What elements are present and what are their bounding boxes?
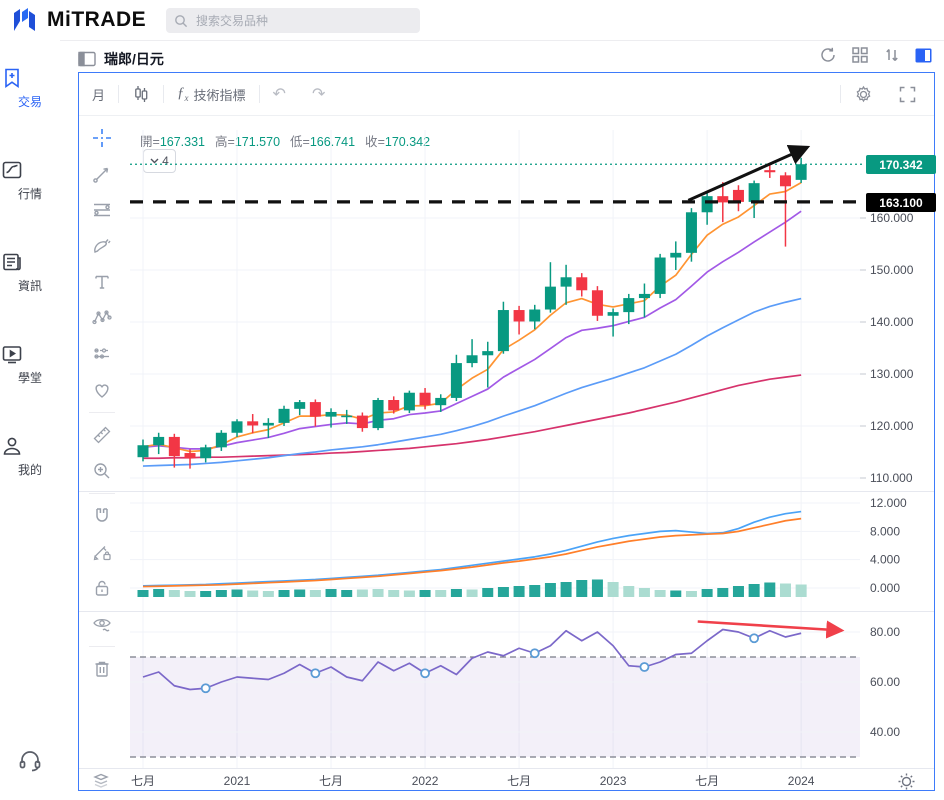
svg-text:80.00: 80.00 — [870, 625, 900, 639]
candlestick-icon — [132, 84, 150, 104]
svg-text:七月: 七月 — [131, 774, 155, 788]
svg-text:七月: 七月 — [507, 774, 531, 788]
long-position-tool[interactable] — [88, 340, 116, 368]
sidebar-item-news[interactable]: 資訊 — [0, 250, 60, 294]
sidebar-item-label: 交易 — [17, 95, 42, 109]
high-value: 171.570 — [234, 135, 281, 149]
favorites-heart-tool[interactable] — [88, 376, 116, 404]
indicator-collapse-chip[interactable]: 4 — [143, 149, 176, 173]
sidebar-item-label: 行情 — [17, 187, 42, 201]
low-value: 166.741 — [309, 135, 356, 149]
customer-support-headset-icon[interactable] — [17, 748, 43, 774]
svg-text:150.000: 150.000 — [870, 263, 914, 277]
crosshair-tool[interactable] — [88, 124, 116, 152]
svg-text:七月: 七月 — [695, 774, 719, 788]
trend-line-tool[interactable] — [88, 160, 116, 188]
magnet-tool[interactable] — [88, 502, 116, 530]
mitrade-logo-text: MiTRADE — [47, 8, 147, 31]
svg-text:120.000: 120.000 — [870, 419, 914, 433]
fib-retracement-tool[interactable] — [88, 196, 116, 224]
sort-icon[interactable] — [883, 46, 901, 64]
chart-toolbar: 月 ƒx 技術指標 ↶ ↷ — [79, 73, 934, 116]
delete-drawings-trash-tool[interactable] — [88, 655, 116, 683]
svg-text:8.000: 8.000 — [870, 524, 900, 538]
hide-drawings-eye-tool[interactable] — [88, 610, 116, 638]
redo-button[interactable]: ↷ — [311, 86, 326, 103]
timeframe-button[interactable]: 月 — [92, 87, 106, 103]
svg-text:60.00: 60.00 — [870, 675, 900, 689]
svg-text:12.000: 12.000 — [870, 496, 907, 510]
svg-text:2021: 2021 — [224, 774, 251, 788]
svg-text:130.000: 130.000 — [870, 367, 914, 381]
svg-text:140.000: 140.000 — [870, 315, 914, 329]
brush-tool[interactable] — [88, 232, 116, 260]
search-input[interactable] — [194, 12, 378, 29]
close-value: 170.342 — [384, 135, 431, 149]
text-tool[interactable] — [88, 268, 116, 296]
display-settings-sun-icon[interactable] — [897, 772, 916, 791]
sidebar-item-profile[interactable]: 我的 — [0, 434, 60, 478]
mitrade-logo[interactable]: MiTRADE — [12, 7, 146, 33]
xabcd-pattern-tool[interactable] — [88, 304, 116, 332]
open-value: 167.331 — [159, 135, 206, 149]
lock-drawings-tool[interactable] — [88, 538, 116, 566]
svg-text:2024: 2024 — [788, 774, 815, 788]
svg-text:4.000: 4.000 — [870, 553, 900, 567]
timescale-layers-icon[interactable] — [92, 772, 110, 790]
top-bar: MiTRADE — [0, 0, 944, 41]
sidebar-item-label: 我的 — [17, 463, 42, 477]
profile-person-icon — [0, 434, 60, 458]
current-price-badge: 170.342 — [866, 155, 936, 174]
svg-text:110.000: 110.000 — [870, 471, 913, 485]
panel-toggle-icon[interactable] — [915, 48, 932, 63]
sidebar-nav: 交易 行情 資訊 學堂 我的 — [0, 40, 60, 800]
chart-settings-gear-icon[interactable] — [841, 85, 886, 104]
svg-text:160.000: 160.000 — [870, 211, 914, 225]
undo-button[interactable]: ↶ — [272, 86, 286, 103]
sidebar-item-label: 資訊 — [17, 279, 42, 293]
refresh-icon[interactable] — [819, 46, 837, 64]
zoom-in-tool[interactable] — [88, 457, 116, 485]
svg-text:0.000: 0.000 — [870, 581, 900, 595]
sidebar-item-trade[interactable]: 交易 — [0, 66, 60, 110]
academy-video-icon — [0, 342, 60, 366]
symbol-search[interactable] — [166, 8, 420, 33]
markets-chart-icon — [0, 158, 60, 182]
chart-style-button[interactable] — [119, 84, 163, 104]
mitrade-logo-icon — [12, 7, 40, 33]
sidebar-item-markets[interactable]: 行情 — [0, 158, 60, 202]
drawing-toolbar — [80, 120, 124, 687]
symbol-title: 瑞郎/日元 — [104, 51, 164, 67]
fx-icon: ƒx — [177, 85, 189, 103]
svg-text:2022: 2022 — [412, 774, 439, 788]
lock-all-tool[interactable] — [88, 574, 116, 602]
indicators-button[interactable]: ƒx 技術指標 — [177, 85, 246, 103]
search-icon — [174, 14, 188, 28]
sidebar-item-academy[interactable]: 學堂 — [0, 342, 60, 386]
sidebar-item-label: 學堂 — [17, 371, 42, 385]
watchlist-panel-icon[interactable] — [78, 51, 96, 67]
grid-layout-icon[interactable] — [851, 46, 869, 64]
svg-text:七月: 七月 — [319, 774, 343, 788]
news-newspaper-icon — [0, 250, 60, 274]
fullscreen-icon[interactable] — [886, 86, 934, 103]
ruler-tool[interactable] — [88, 421, 116, 449]
alert-price-badge[interactable]: 163.100 — [866, 193, 936, 212]
svg-text:40.00: 40.00 — [870, 725, 900, 739]
svg-text:2023: 2023 — [600, 774, 627, 788]
chart-header: 瑞郎/日元 — [78, 46, 936, 72]
chevron-down-icon — [150, 158, 159, 164]
ohlc-legend: 開=167.331 高=171.570 低=166.741 收=170.342 — [140, 135, 431, 149]
trade-bookmark-plus-icon — [0, 66, 60, 90]
